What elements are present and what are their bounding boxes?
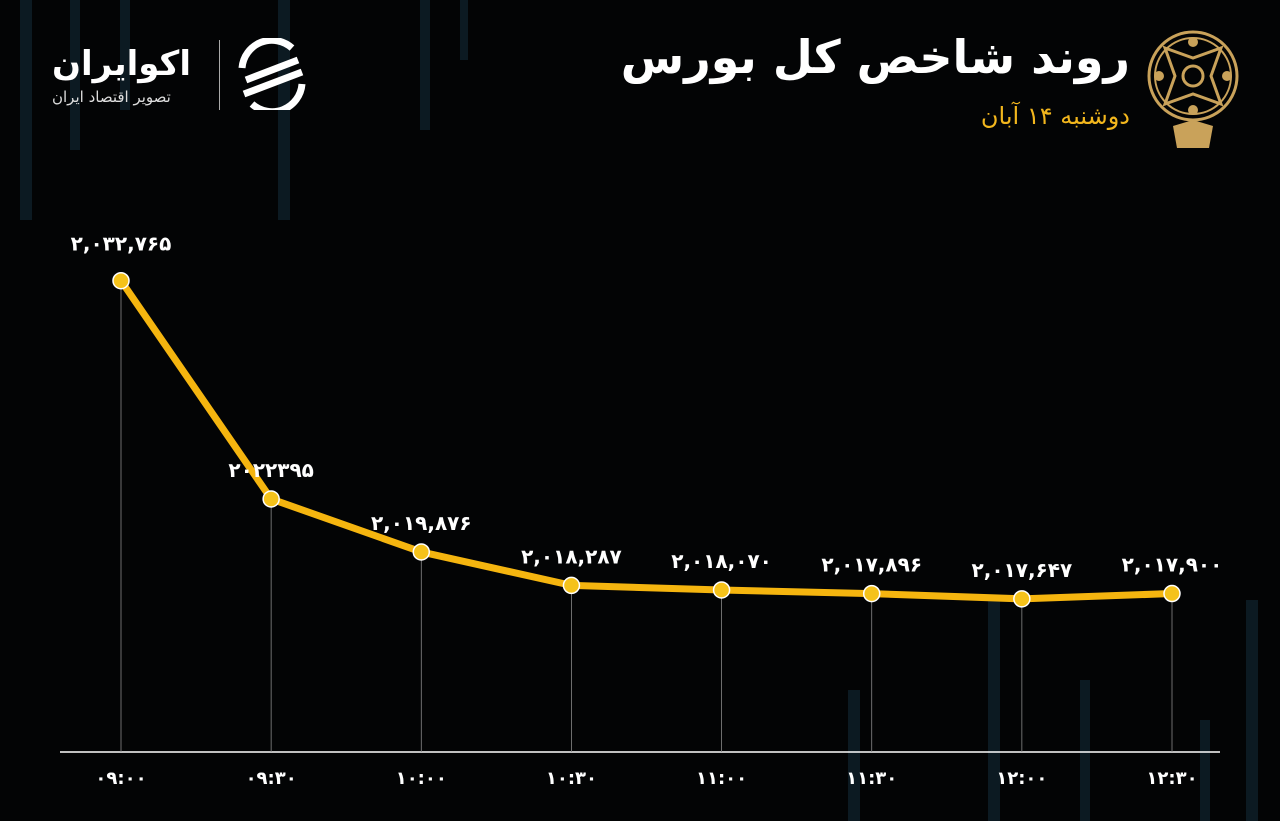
data-point [412,543,431,561]
chart-subtitle: دوشنبه ۱۴ آبان [980,102,1130,130]
series-line [118,278,1173,603]
x-tick-label: ۱۱:۳۰ [846,768,897,789]
data-point [712,581,731,599]
data-point [862,584,881,603]
x-tick-label: ۱۰:۳۰ [546,768,597,789]
data-point [562,576,581,595]
data-label: ۲,۰۱۷,۶۴۷ [972,558,1073,582]
brand-logo-icon [238,38,306,110]
brand-divider [219,40,220,110]
data-point [1013,590,1031,608]
data-point [112,271,130,290]
data-label: ۲,۰۱۷,۸۹۶ [821,553,922,577]
data-label: ۲,۰۱۸,۰۷۰ [671,549,772,573]
x-tick-label: ۰۹:۳۰ [246,768,297,789]
data-label: ۲۰۲۲۳۹۵ [228,458,313,482]
data-label: ۲,۰۱۷,۹۰۰ [1122,553,1223,577]
x-tick-label: ۰۹:۰۰ [95,768,146,789]
exchange-emblem-icon [1147,30,1239,148]
data-point [1163,584,1181,603]
brand-name: اکوایران [52,44,191,84]
x-tick-label: ۱۲:۰۰ [996,768,1047,789]
x-tick-label: ۱۲:۳۰ [1146,768,1197,789]
data-point [262,490,280,508]
data-label: ۲,۰۱۸,۲۸۷ [521,544,622,568]
brand-tagline: تصویر اقتصاد ایران [52,88,171,106]
chart-title: روند شاخص کل بورس [620,30,1130,84]
data-label: ۲,۰۳۲,۷۶۵ [71,232,172,256]
data-label: ۲,۰۱۹,۸۷۶ [371,511,472,535]
x-tick-label: ۱۱:۰۰ [696,768,747,789]
x-tick-label: ۱۰:۰۰ [396,768,447,789]
